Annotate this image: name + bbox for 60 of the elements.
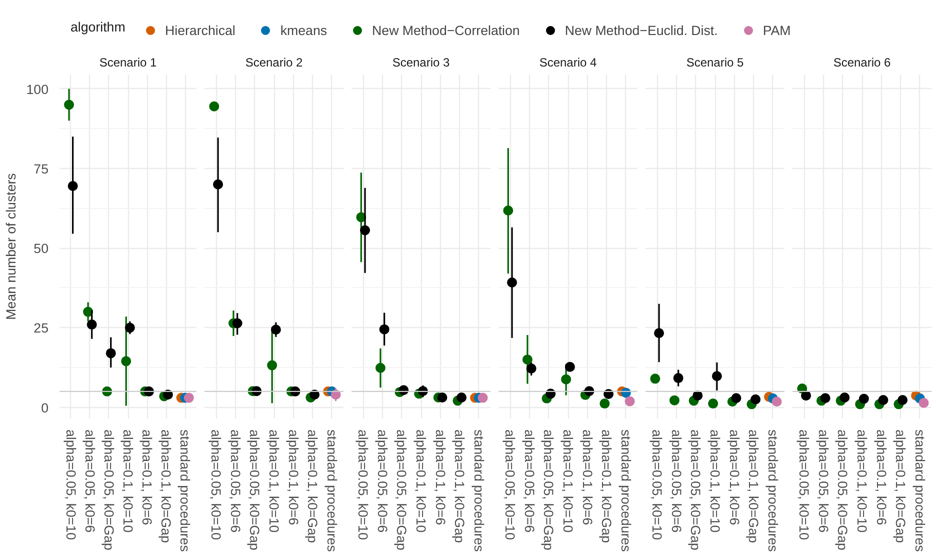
x-tick-label: alpha=0.05, k0=Gap [394,430,410,550]
x-tick-label: alpha=0.05, k0=6 [82,430,98,533]
x-tick-label: alpha=0.05, k0=6 [816,430,831,533]
x-tick-label: alpha=0.1, k0=6 [874,430,889,526]
legend-label: PAM [762,22,791,38]
x-tick-label: alpha=0.05, k0=Gap [835,430,850,550]
x-tick-label: alpha=0.05, k0=Gap [247,430,262,550]
x-tick-label: alpha=0.05, k0=6 [668,430,684,533]
x-tick-label: alpha=0.1, k0=6 [140,430,155,526]
x-tick-label: alpha=0.1, k0=Gap [599,430,614,543]
chart-title: Scenario 4 [539,56,598,70]
chart-title: Scenario 6 [833,56,892,70]
x-tick-label: alpha=0.1, k0=6 [286,430,301,526]
x-tick-label: alpha=0.05, k0=10 [650,430,665,540]
legend-title: algorithm [70,20,126,34]
x-tick-label: standard procedures [912,430,928,552]
x-tick-label: alpha=0.05, k0=10 [502,430,518,540]
chart-title: Scenario 3 [392,56,450,70]
x-tick-label: alpha=0.05, k0=Gap [101,430,116,550]
x-tick-label: alpha=0.1, k0=10 [266,430,282,533]
x-tick-label: alpha=0.1, k0=Gap [893,430,908,543]
x-tick-label: alpha=0.05, k0=Gap [541,430,556,550]
x-tick-label: alpha=0.05, k0=Gap [688,430,704,550]
y-axis-title: Mean number of clusters [3,172,18,320]
x-tick-label: alpha=0.05, k0=10 [63,430,78,540]
chart-title: Scenario 1 [99,56,158,70]
y-tick-label: 25 [34,320,49,336]
x-tick-label: alpha=0.05, k0=6 [522,430,537,533]
x-tick-label: alpha=0.1, k0=6 [726,430,742,526]
x-tick-label: alpha=0.1, k0=Gap [305,430,320,543]
x-tick-label: alpha=0.1, k0=10 [708,430,722,533]
y-tick-label: 0 [41,400,49,416]
x-tick-label: alpha=0.05, k0=10 [208,430,224,540]
x-tick-label: alpha=0.1, k0=10 [120,430,136,533]
x-tick-label: standard procedures [471,430,486,552]
x-tick-label: alpha=0.1, k0=10 [854,430,870,533]
y-tick-label: 100 [26,82,49,97]
x-tick-label: alpha=0.1, k0=Gap [452,430,468,543]
x-tick-label: standard procedures [324,430,340,552]
y-tick-label: 50 [34,241,49,256]
x-tick-label: alpha=0.1, k0=Gap [746,430,762,543]
x-tick-label: alpha=0.05, k0=10 [796,430,812,540]
y-tick-label: 75 [34,161,49,176]
legend-label: New Method−Correlation [372,22,520,38]
x-tick-label: alpha=0.1, k0=10 [414,430,428,533]
x-tick-label: alpha=0.05, k0=10 [356,430,371,540]
x-tick-label: alpha=0.1, k0=6 [432,430,448,526]
legend-label: New Method−Euclid. Dist. [564,22,718,38]
x-tick-label: standard procedures [618,430,634,552]
x-tick-label: standard procedures [178,430,193,552]
x-tick-label: standard procedures [765,430,780,552]
legend-label: kmeans [280,22,328,38]
x-tick-label: alpha=0.05, k0=6 [228,430,243,533]
chart-title: Scenario 2 [245,56,304,70]
x-tick-label: alpha=0.1, k0=10 [560,430,576,533]
chart-title: Scenario 5 [686,56,744,70]
x-tick-label: alpha=0.1, k0=Gap [158,430,174,543]
x-tick-label: alpha=0.05, k0=6 [374,430,390,533]
x-tick-label: alpha=0.1, k0=6 [580,430,595,526]
legend-label: Hierarchical [165,22,236,38]
